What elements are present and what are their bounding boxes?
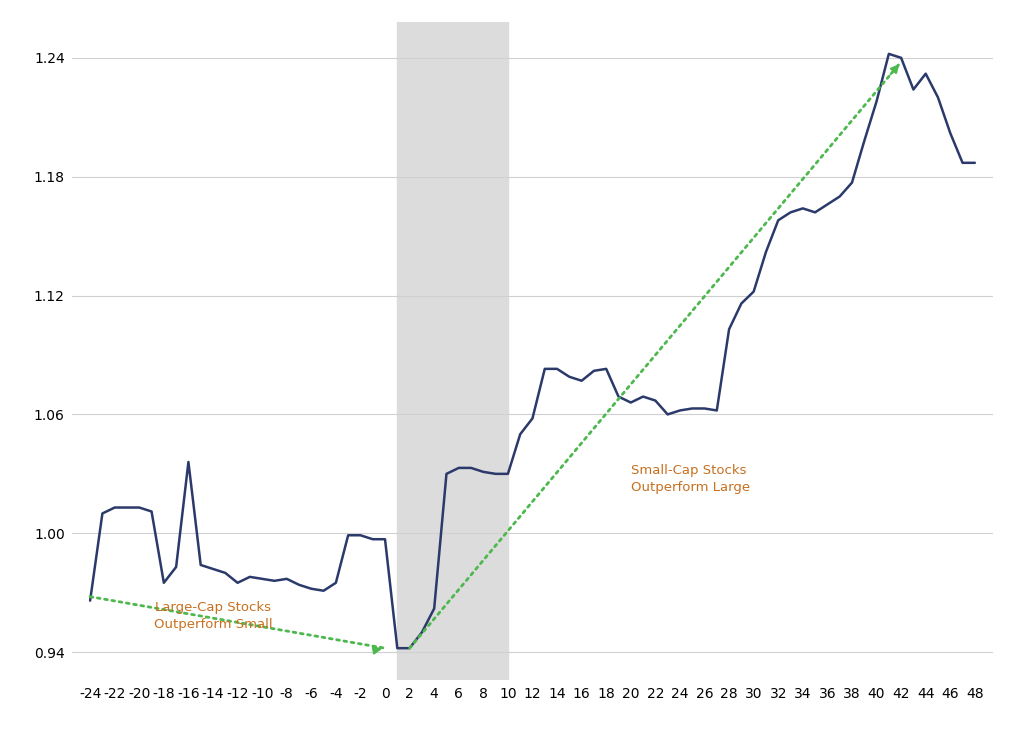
Text: Large-Cap Stocks
Outperform Small: Large-Cap Stocks Outperform Small [154, 601, 272, 630]
Bar [397, 22, 508, 680]
Text: Small-Cap Stocks
Outperform Large: Small-Cap Stocks Outperform Large [631, 464, 750, 494]
